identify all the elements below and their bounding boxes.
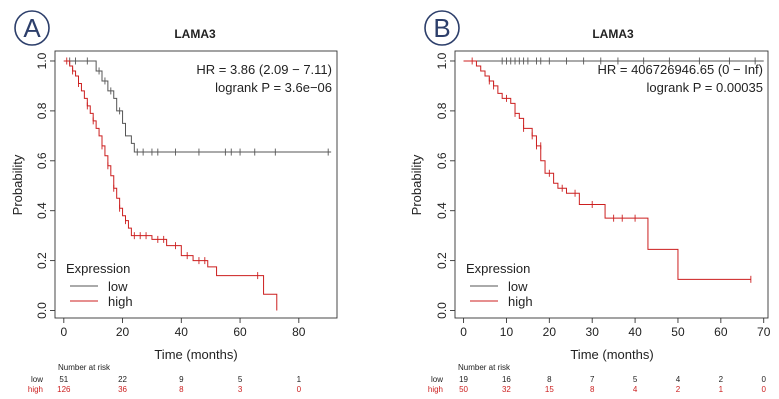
panel-b-plot-frame [454,50,769,319]
panel-a-legend-title: Expression [66,261,130,276]
panel-a-risk-value-high: 8 [179,385,184,394]
panel-b-xtick-label: 60 [714,325,728,339]
panel-a-xtick-label: 20 [116,325,130,339]
panel-b-risk-row-high-label: high [428,385,443,394]
panel-a-risk-value-low: 51 [59,375,68,384]
panel-b-risk-value-low: 5 [633,375,638,384]
panel-b-risk-value-high: 4 [633,385,638,394]
panel-b-risk-value-high: 2 [676,385,681,394]
panel-a-risk-value-high: 36 [118,385,127,394]
panel-a-risk-value-high: 3 [238,385,243,394]
panel-b-ytick-label: 1.0 [435,52,449,69]
panel-b-x-axis: 0 10 20 30 40 50 60 70 [460,318,771,339]
panel-b-risk-table: Number at risk low high 19 16 8 7 5 4 2 050 32 15… [428,363,767,394]
panel-b-risk-value-low: 19 [459,375,468,384]
panel-b-xtick-label: 0 [460,325,467,339]
panel-b-badge [424,10,460,46]
panel-a-risk-value-high: 126 [57,385,71,394]
panel-b-risk-value-high: 8 [590,385,595,394]
panel-b-risk-value-high: 15 [545,385,554,394]
panel-a-xtick-label: 60 [233,325,247,339]
panel-a-y-axis: 0.0 0.2 0.4 0.6 0.8 1.0 [35,52,55,319]
panel-a-curves [63,57,332,311]
panel-b-risk-title: Number at risk [458,363,511,372]
panel-b-xtick-label: 50 [671,325,685,339]
panel-a-plot-frame [54,50,338,319]
panel-b-risk-value-high: 1 [719,385,724,394]
panel-b-ylabel: Probability [409,154,424,215]
panel-a-curve-low [63,60,332,153]
panel-a-ytick-label: 0.4 [35,202,49,219]
panel-b-hr: HR = 406726946.65 (0 − Inf) [597,62,763,77]
panel-a-risk-value-low: 22 [118,375,127,384]
panel-b-letter: B [433,13,450,43]
panel-a-risk-value-low: 1 [297,375,302,384]
panel-b-xtick-label: 10 [500,325,514,339]
panel-b-xlabel: Time (months) [570,347,653,362]
panel-a-xlabel: Time (months) [154,347,237,362]
panel-b-xtick-label: 20 [543,325,557,339]
panel-b-legend: Expression low high [466,261,533,309]
panel-b-risk-row-low-label: low [431,375,443,384]
panel-a-risk-value-high: 0 [297,385,302,394]
panel-b-curves [463,57,764,283]
panel-a-legend-high: high [108,294,133,309]
panel-a: A LAMA3 0.00.20.40.60.81.0 0 20 40 60 80 Pro… [10,10,338,394]
panel-a-title: LAMA3 [174,27,216,41]
panel-a-x-axis: 0 20 40 60 80 [60,318,306,339]
panel-a-legend: Expression low high [66,261,133,309]
panel-b-risk-value-high: 32 [502,385,511,394]
panel-a-xtick-label: 80 [292,325,306,339]
panel-b-risk-value-low: 2 [719,375,724,384]
panel-b-risk-value-high: 0 [761,385,766,394]
panel-a-badge [14,10,50,46]
panel-b-xtick-label: 30 [586,325,600,339]
panel-b-risk-value-low: 8 [547,375,552,384]
panel-b-risk-value-high: 50 [459,385,468,394]
panel-b-title: LAMA3 [592,27,634,41]
panel-b-legend-low: low [508,279,528,294]
panel-b-xtick-label: 70 [757,325,771,339]
panel-a-ytick-label: 0.2 [35,252,49,269]
panel-a-ytick-label: 1.0 [35,52,49,69]
panel-b-legend-high: high [508,294,533,309]
panel-a-xtick-label: 40 [175,325,189,339]
panel-a-risk-value-low: 5 [238,375,243,384]
panel-a-ytick-label: 0.8 [35,102,49,119]
panel-a-legend-low: low [108,279,128,294]
panel-a-curve-high [63,60,278,311]
panel-b-ytick-label: 0.6 [435,152,449,169]
panel-b-ytick-label: 0.8 [435,102,449,119]
panel-b-ytick-label: 0.0 [435,302,449,319]
panel-a-ytick-label: 0.0 [35,302,49,319]
panel-a-risk-title: Number at risk [58,363,111,372]
panel-b-logrank: logrank P = 0.00035 [647,80,764,95]
panel-b-risk-value-low: 0 [761,375,766,384]
panel-b-ytick-label: 0.2 [435,252,449,269]
panel-b-ytick-label: 0.4 [435,202,449,219]
panel-b-risk-value-low: 16 [502,375,511,384]
panel-b-risk-value-low: 7 [590,375,595,384]
panel-a-ytick-label: 0.6 [35,152,49,169]
panel-b: B LAMA3 0.00.20.40.60.81.0 0 10 20 30 40 50 60… [409,10,771,394]
panel-a-risk-row-high-label: high [28,385,43,394]
panel-a-letter: A [23,13,41,43]
panel-b-legend-title: Expression [466,261,530,276]
panel-a-ylabel: Probability [10,154,25,215]
panel-b-xtick-label: 40 [628,325,642,339]
panel-a-logrank: logrank P = 3.6e−06 [215,80,332,95]
panel-a-risk-row-low-label: low [31,375,43,384]
panel-a-hr: HR = 3.86 (2.09 − 7.11) [196,62,332,77]
panel-a-xtick-label: 0 [60,325,67,339]
panel-b-risk-value-low: 4 [676,375,681,384]
panel-a-risk-value-low: 9 [179,375,184,384]
panel-b-y-axis: 0.0 0.2 0.4 0.6 0.8 1.0 [435,52,455,319]
